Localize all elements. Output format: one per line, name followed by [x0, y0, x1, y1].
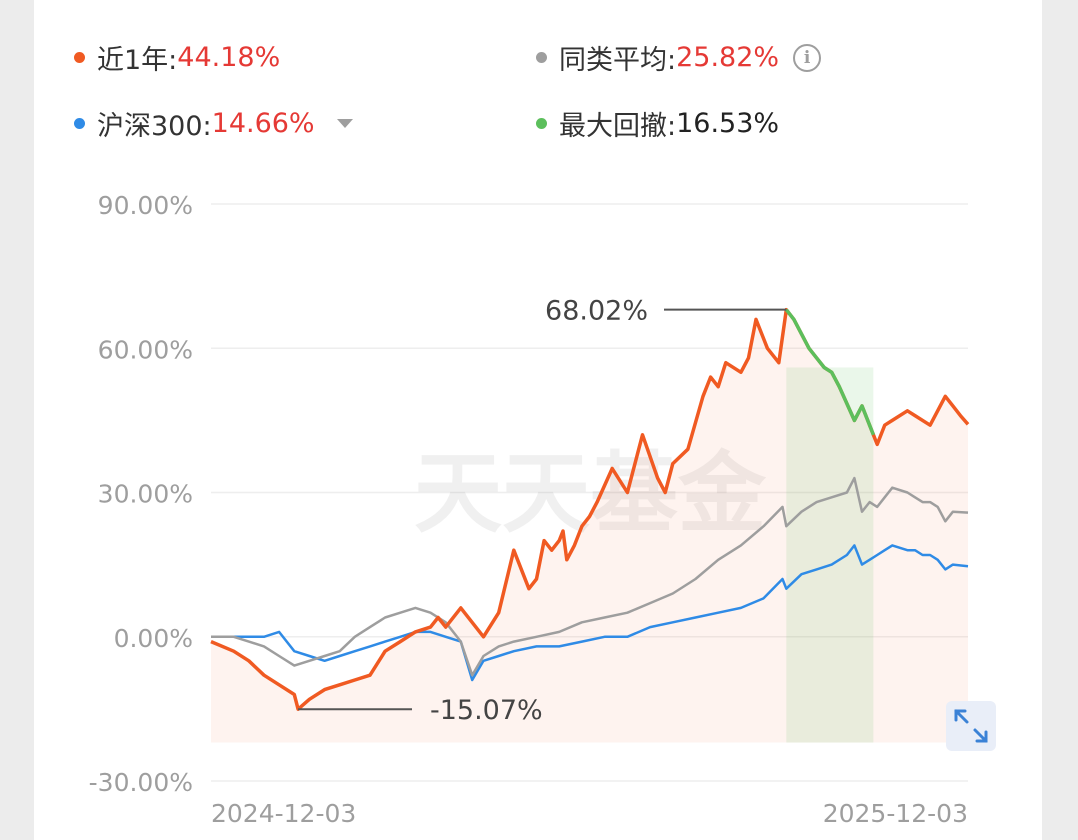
- y-tick-label: 60.00%: [98, 335, 193, 364]
- drawdown-line: [784, 308, 876, 436]
- drawdown-value: 16.53%: [676, 108, 780, 139]
- series-line-2: [211, 544, 969, 682]
- annotation-label: -15.07%: [430, 695, 543, 726]
- series-line-1: [211, 476, 969, 677]
- peer-return-value: 25.82%: [676, 42, 780, 73]
- caret-down-icon[interactable]: [336, 119, 353, 128]
- info-icon[interactable]: i: [793, 43, 822, 72]
- index-dot: [74, 118, 85, 129]
- fund-area-fill: [211, 309, 968, 743]
- legend-peer-average: 同类平均: 25.82% i: [536, 38, 822, 77]
- y-tick-label: 30.00%: [98, 480, 193, 509]
- index-label: 沪深300:: [97, 111, 212, 142]
- drawdown-label: 最大回撤:: [559, 111, 677, 142]
- index-return-value: 14.66%: [211, 108, 315, 139]
- legend-fund: 近1年: 44.18%: [74, 38, 280, 77]
- y-tick-label: 90.00%: [98, 191, 193, 220]
- peer-label: 同类平均:: [559, 45, 677, 76]
- fund-return-value: 44.18%: [177, 42, 281, 73]
- watermark-text: 天天基金: [414, 441, 767, 545]
- legend-max-drawdown: 最大回撤: 16.53%: [536, 104, 779, 143]
- drawdown-region: [786, 367, 874, 743]
- expand-button[interactable]: [946, 701, 996, 751]
- expand-icon: [954, 709, 988, 743]
- x-tick-label: 2024-12-03: [211, 799, 356, 828]
- drawdown-dot: [536, 118, 547, 129]
- fund-dot: [74, 52, 85, 63]
- fund-label: 近1年:: [97, 45, 178, 76]
- y-tick-label: 0.00%: [114, 624, 193, 653]
- annotation-label: 68.02%: [545, 296, 648, 327]
- x-tick-label: 2025-12-03: [823, 799, 968, 828]
- chart-card: 近1年: 44.18% 同类平均: 25.82% i 沪深300: 14.66%…: [34, 0, 1042, 840]
- peer-dot: [536, 52, 547, 63]
- legend-index[interactable]: 沪深300: 14.66%: [74, 104, 353, 143]
- y-tick-label: -30.00%: [89, 768, 193, 797]
